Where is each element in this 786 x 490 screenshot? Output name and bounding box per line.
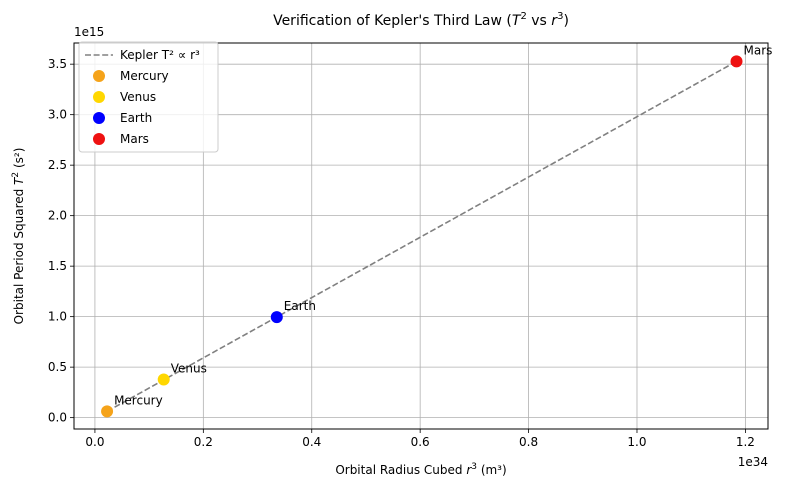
y-tick-label: 0.0: [48, 411, 67, 425]
x-tick-label: 0.2: [194, 435, 213, 449]
point-label-mercury: Mercury: [114, 393, 163, 407]
legend-box: [78, 41, 219, 153]
y-tick-label: 2.0: [48, 209, 67, 223]
y-tick-label: 3.5: [48, 57, 67, 71]
legend-marker-mars: [93, 133, 105, 145]
legend-label-mercury: Mercury: [120, 69, 169, 83]
legend-label-mars: Mars: [120, 132, 149, 146]
x-tick-label: 1.2: [736, 435, 755, 449]
legend-marker-mercury: [93, 70, 105, 82]
title-var-t: T: [512, 13, 522, 29]
legend-label-venus: Venus: [120, 90, 156, 104]
x-tick-label: 0.4: [302, 435, 321, 449]
y-offset-label: 1e15: [74, 25, 104, 39]
x-tick-label: 0.0: [85, 435, 104, 449]
y-tick-label: 1.5: [48, 259, 67, 273]
annotations-layer: Mercury Venus Earth Mars: [114, 43, 772, 407]
point-label-venus: Venus: [171, 361, 207, 375]
legend-marker-earth: [93, 112, 105, 124]
chart-title: Verification of Kepler's Third Law (T2 v…: [273, 11, 569, 29]
title-sup-3: 3: [557, 11, 563, 22]
xlabel-sup: 3: [471, 462, 477, 472]
data-point-mars: [730, 55, 743, 68]
title-post: ): [563, 13, 568, 29]
xlabel-pre: Orbital Radius Cubed: [335, 463, 466, 477]
x-tick-label: 0.8: [519, 435, 538, 449]
legend: Kepler T² ∝ r³ Mercury Venus Earth Mars: [78, 41, 219, 153]
y-tick-label: 1.0: [48, 310, 67, 324]
grid-layer: [74, 43, 768, 429]
y-tick-label: 3.0: [48, 108, 67, 122]
ylabel-post: (s²): [12, 148, 26, 172]
points-layer: [101, 55, 743, 418]
point-label-mars: Mars: [744, 43, 773, 57]
data-point-earth: [270, 311, 283, 324]
title-var-r: r: [551, 13, 558, 29]
ylabel-sup: 2: [11, 172, 21, 178]
legend-label-fit: Kepler T² ∝ r³: [120, 48, 200, 62]
title-pre: Verification of Kepler's Third Law (: [273, 13, 512, 29]
xlabel-post: (m³): [477, 463, 507, 477]
ticks-layer: 0.0 0.2 0.4 0.6 0.8 1.0 1.2 0.0 0.5 1.0 1.5 2.0 2.5 3…: [48, 57, 755, 449]
x-tick-label: 0.6: [411, 435, 430, 449]
legend-label-earth: Earth: [120, 111, 152, 125]
y-tick-label: 0.5: [48, 360, 67, 374]
legend-marker-venus: [93, 91, 105, 103]
y-tick-label: 2.5: [48, 158, 67, 172]
data-point-mercury: [101, 405, 114, 418]
title-sup-2: 2: [520, 11, 526, 22]
xlabel-var: r: [466, 463, 472, 477]
x-tick-label: 1.0: [627, 435, 646, 449]
ylabel-var: T: [12, 176, 26, 185]
y-axis-label: Orbital Period Squared T2 (s²): [11, 148, 26, 325]
data-point-venus: [157, 373, 170, 386]
ylabel-pre: Orbital Period Squared: [12, 185, 26, 324]
x-axis-label: Orbital Radius Cubed r3 (m³): [335, 462, 506, 477]
title-mid: vs: [527, 13, 551, 29]
plot-frame: [73, 42, 769, 430]
x-offset-label: 1e34: [738, 455, 768, 469]
point-label-earth: Earth: [284, 299, 316, 313]
